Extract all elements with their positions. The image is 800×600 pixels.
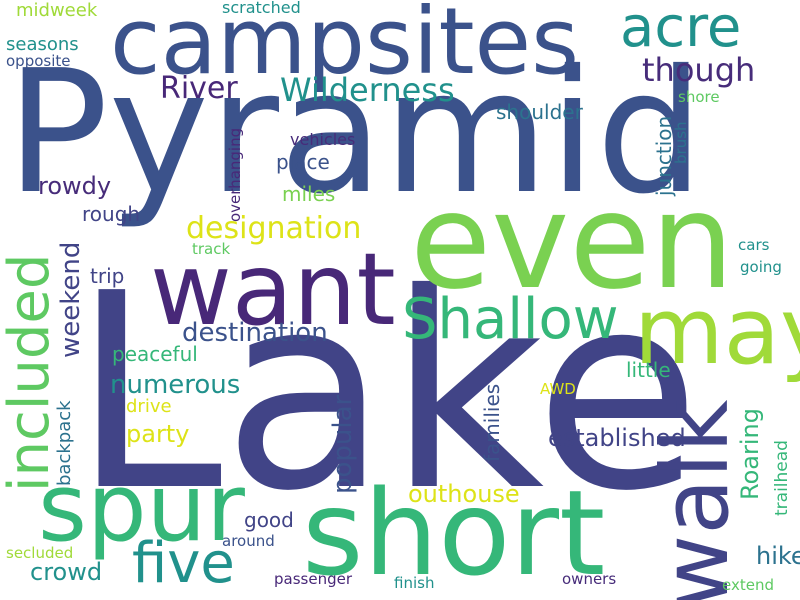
word-finish: finish [394, 574, 435, 592]
word-place: place [276, 150, 330, 174]
word-drive: drive [126, 396, 172, 417]
word-peaceful: peaceful [112, 342, 198, 366]
word-popular: popular [328, 394, 358, 494]
word-weekend: weekend [56, 241, 86, 358]
word-passenger: passenger [274, 570, 352, 588]
word-destination: destination [182, 318, 328, 348]
word-extend: extend [722, 576, 774, 594]
word-overhanging: overhanging [226, 127, 244, 222]
word-pyramid: Pyramid [6, 34, 704, 232]
word-miles: miles [282, 182, 336, 206]
word-families: families [480, 383, 504, 462]
word-scratched: scratched [222, 0, 301, 17]
word-shallow: Shallow [402, 287, 619, 352]
word-designation: designation [186, 211, 362, 246]
word-river: River [160, 71, 238, 106]
word-roaring: Roaring [736, 408, 764, 500]
word-crowd: crowd [30, 558, 103, 586]
word-around: around [222, 532, 275, 550]
word-backpack: backpack [54, 400, 75, 486]
word-owners: owners [562, 570, 617, 588]
word-rough: rough [82, 202, 141, 226]
word-awd: AWD [540, 380, 576, 398]
word-acre: acre [620, 0, 742, 60]
word-even: even [410, 165, 735, 319]
word-shoulder: shoulder [496, 100, 583, 124]
word-party: party [126, 420, 190, 448]
word-shore: shore [678, 88, 720, 106]
word-going: going [740, 258, 782, 276]
word-numerous: numerous [110, 370, 241, 400]
word-seasons: seasons [6, 34, 79, 55]
word-five: five [132, 531, 235, 596]
word-outhouse: outhouse [408, 480, 520, 508]
word-trailhead: trailhead [772, 440, 792, 516]
word-opposite: opposite [6, 52, 71, 70]
word-hike: hike [756, 542, 800, 570]
word-campsites: campsites [110, 0, 580, 95]
word-though: though [642, 51, 756, 89]
word-junction: junction [652, 115, 676, 196]
word-trip: trip [90, 264, 125, 288]
word-may: may [634, 278, 800, 385]
word-brush: brush [672, 121, 690, 164]
word-secluded: secluded [6, 544, 74, 562]
word-rowdy: rowdy [38, 172, 112, 200]
word-good: good [244, 508, 294, 532]
word-want: want [150, 231, 396, 348]
word-lake: Lake [72, 235, 701, 550]
word-included: included [0, 253, 62, 492]
word-short: short [302, 464, 606, 600]
word-track: track [192, 240, 231, 258]
word-vehicles: vehicles [290, 130, 356, 149]
word-spur: spur [38, 454, 245, 563]
word-cars: cars [738, 236, 770, 254]
word-little: little [626, 358, 671, 382]
word-wilderness: Wilderness [280, 71, 455, 109]
word-established: established [548, 424, 686, 452]
word-midweek: midweek [16, 0, 98, 21]
